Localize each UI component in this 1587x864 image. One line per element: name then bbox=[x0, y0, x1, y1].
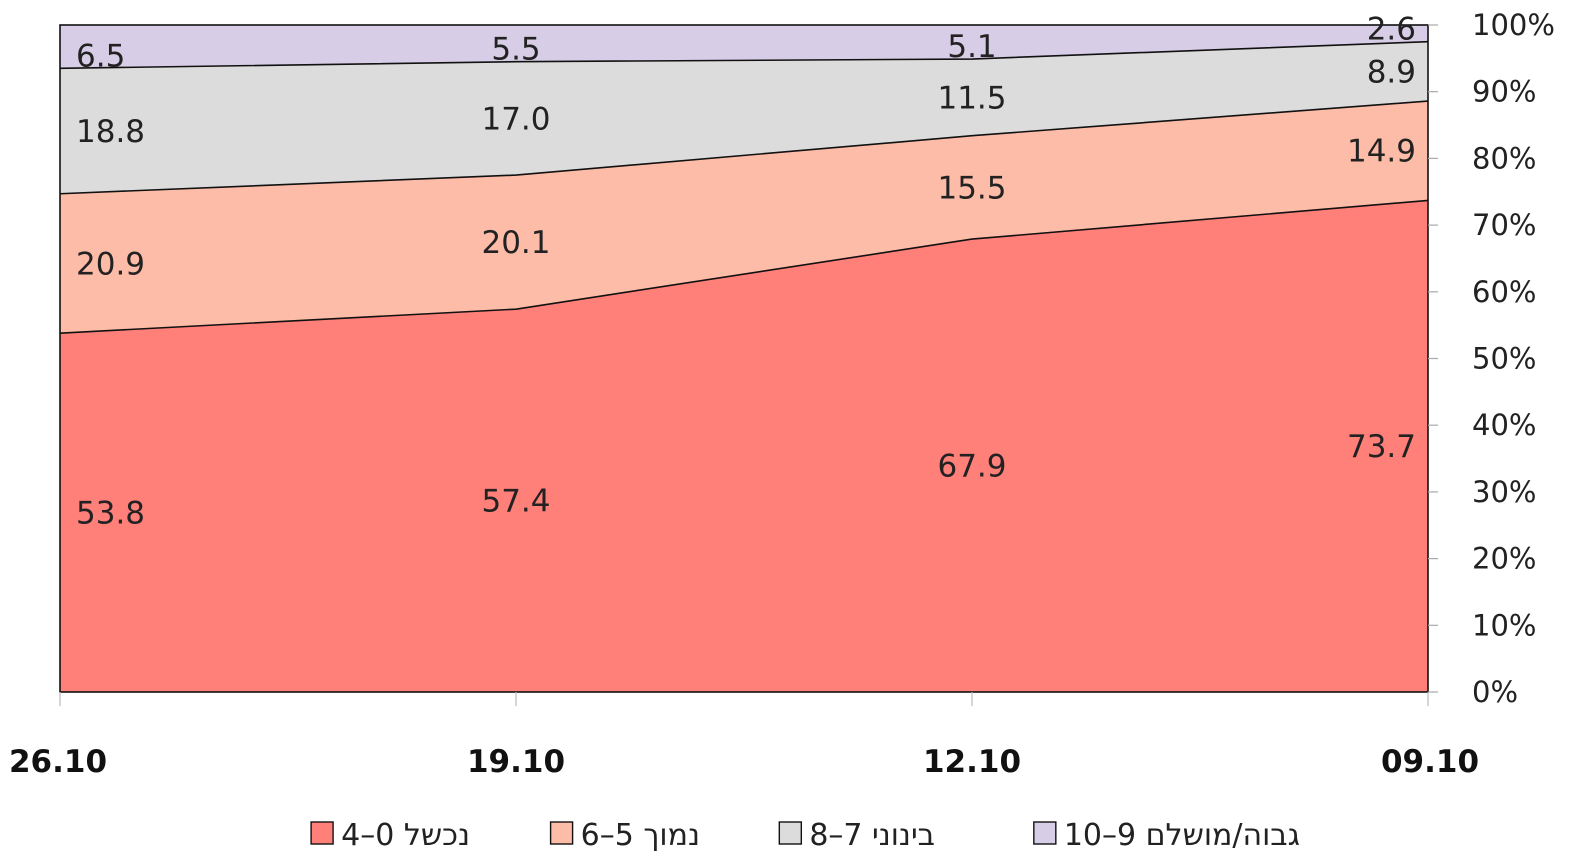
y-tick-label: 40% bbox=[1472, 408, 1536, 442]
chart-axes: 09.10 12.10 19.10 26.10 0% 10% 20% 30% 40% 50% 60%… bbox=[9, 8, 1555, 780]
data-label-s1-3: 20.9 bbox=[76, 246, 145, 282]
data-label-s0-3: 53.8 bbox=[76, 496, 145, 532]
y-tick-label: 90% bbox=[1472, 75, 1536, 109]
series-boundary-0 bbox=[59, 199, 1429, 334]
data-label-s2-1: 11.5 bbox=[937, 80, 1006, 116]
series-boundary-2 bbox=[59, 40, 1429, 70]
legend-swatch bbox=[778, 821, 803, 845]
data-label-s1-1: 15.5 bbox=[937, 170, 1006, 206]
legend-item-2: בינוני 7–8 bbox=[778, 818, 935, 853]
series-area-2 bbox=[60, 41, 1428, 194]
chart-data-labels: 73.7 67.9 57.4 53.8 14.9 15.5 20.1 20.9 8.9 11.5 1… bbox=[76, 12, 1416, 532]
chart-legend: גבוה/מושלם 9–10 בינוני 7–8 נמוך 5–6 נכשל 0–… bbox=[310, 818, 1300, 853]
data-label-s3-2: 5.5 bbox=[491, 32, 540, 68]
legend-item-3: גבוה/מושלם 9–10 bbox=[1033, 818, 1300, 853]
series-area-1 bbox=[60, 101, 1428, 334]
x-tick-label: 12.10 bbox=[923, 744, 1021, 780]
data-label-s1-2: 20.1 bbox=[481, 225, 550, 261]
data-label-s3-3: 6.5 bbox=[76, 38, 125, 74]
x-tick-label: 09.10 bbox=[1381, 744, 1479, 780]
x-tick-label: 26.10 bbox=[9, 744, 107, 780]
data-label-s2-2: 17.0 bbox=[481, 101, 550, 137]
data-label-s3-1: 5.1 bbox=[947, 29, 996, 65]
legend-swatch bbox=[549, 821, 574, 845]
data-label-s0-1: 67.9 bbox=[937, 449, 1006, 485]
y-tick-label: 100% bbox=[1472, 8, 1555, 42]
data-label-s3-0: 2.6 bbox=[1367, 12, 1416, 48]
legend-label: בינוני 7–8 bbox=[809, 818, 935, 853]
data-label-s1-0: 14.9 bbox=[1347, 134, 1416, 170]
y-tick-label: 60% bbox=[1472, 275, 1536, 309]
y-tick-label: 30% bbox=[1472, 475, 1536, 509]
legend-swatch bbox=[1033, 821, 1057, 845]
legend-label: נכשל 0–4 bbox=[341, 818, 470, 853]
legend-label: גבוה/מושלם 9–10 bbox=[1064, 818, 1300, 853]
y-tick-label: 10% bbox=[1472, 608, 1536, 642]
series-area-3 bbox=[60, 24, 1428, 69]
y-tick-label: 20% bbox=[1472, 542, 1536, 576]
data-label-s2-3: 18.8 bbox=[76, 114, 145, 150]
legend-item-1: נמוך 5–6 bbox=[549, 818, 700, 853]
y-tick-label: 80% bbox=[1472, 141, 1536, 175]
legend-label: נמוך 5–6 bbox=[581, 818, 700, 853]
data-label-s0-2: 57.4 bbox=[481, 484, 550, 520]
y-tick-label: 70% bbox=[1472, 208, 1536, 242]
legend-item-0: נכשל 0–4 bbox=[310, 818, 470, 853]
data-label-s2-0: 8.9 bbox=[1367, 54, 1416, 90]
series-boundary-1 bbox=[59, 100, 1429, 195]
legend-swatch bbox=[310, 821, 334, 845]
y-tick-label: 50% bbox=[1472, 342, 1536, 376]
data-label-s0-0: 73.7 bbox=[1347, 429, 1416, 465]
y-tick-label: 0% bbox=[1472, 675, 1518, 709]
x-tick-label: 19.10 bbox=[467, 744, 565, 780]
chart-areas bbox=[59, 24, 1429, 692]
series-area-0 bbox=[60, 200, 1428, 692]
